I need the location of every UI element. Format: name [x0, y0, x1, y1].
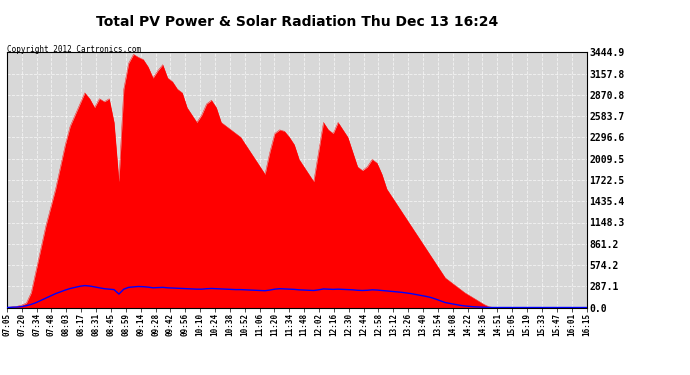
Text: Copyright 2012 Cartronics.com: Copyright 2012 Cartronics.com [7, 45, 141, 54]
Text: Total PV Power & Solar Radiation Thu Dec 13 16:24: Total PV Power & Solar Radiation Thu Dec… [96, 15, 497, 29]
